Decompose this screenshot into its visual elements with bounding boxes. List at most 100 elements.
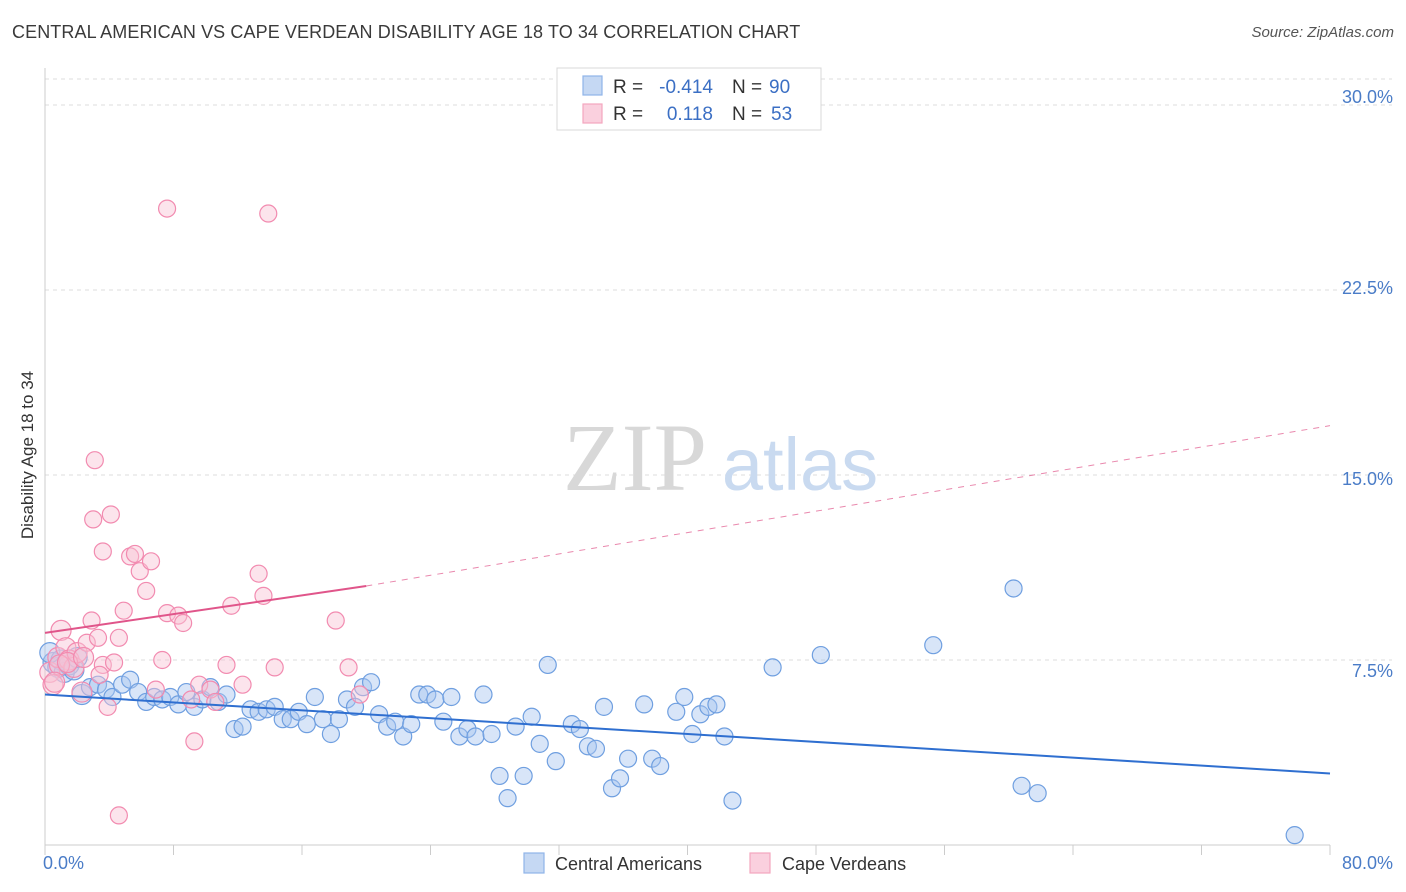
central-americans-point-87 <box>763 658 782 677</box>
central-americans-point-69 <box>570 719 589 739</box>
central-americans-point-49 <box>402 715 421 734</box>
central-americans-point-60 <box>490 766 509 786</box>
central-americans-point-75 <box>618 749 638 768</box>
central-americans-point-67 <box>546 752 565 771</box>
central-americans-point-84 <box>707 695 726 714</box>
central-americans-point-90 <box>1004 579 1023 598</box>
central-americans-point-78 <box>651 756 670 776</box>
cape-verdeans-point-45 <box>72 646 95 669</box>
chart-source: Source: ZipAtlas.com <box>1251 24 1394 41</box>
watermark-atlas: atlas <box>722 423 878 506</box>
cape-verdeans-point-21 <box>141 552 161 571</box>
cape-verdeans-point-40 <box>109 806 128 825</box>
legend-swatch-central-americans <box>582 75 603 96</box>
cape-verdeans-point-44 <box>56 651 79 674</box>
watermark-zip: ZIP <box>563 404 707 511</box>
legend-n-label-2: N = <box>732 104 762 125</box>
legend-n-value-central-americans: 90 <box>769 77 790 98</box>
central-americans-point-61 <box>498 789 517 808</box>
cape-verdeans-point-11 <box>88 628 108 647</box>
central-americans-point-63 <box>514 766 533 786</box>
cape-verdeans-point-42 <box>259 204 278 223</box>
cape-verdeans-point-32 <box>233 675 252 694</box>
trend-line-cape-verdeans <box>44 585 367 634</box>
x-axis-ticks <box>44 845 1331 855</box>
central-americans-point-40 <box>329 710 349 729</box>
cape-verdeans-point-26 <box>185 732 204 751</box>
central-americans-point-66 <box>538 655 557 675</box>
legend-r-label-1: R = <box>613 77 643 98</box>
trend-lines <box>44 425 1331 775</box>
central-americans-point-59 <box>482 724 501 744</box>
series-legend: Central Americans Cape Verdeans <box>523 852 906 874</box>
central-americans-point-12 <box>103 687 122 707</box>
correlation-legend: R = -0.414 N = 90 R = 0.118 N = 53 <box>556 67 822 131</box>
legend-r-value-central-americans: -0.414 <box>659 77 713 98</box>
central-americans-point-92 <box>1028 784 1047 803</box>
gridlines <box>45 78 1392 661</box>
cape-verdeans-point-8 <box>71 681 93 703</box>
cape-verdeans-point-49 <box>326 611 345 630</box>
central-americans-point-44 <box>361 673 381 692</box>
central-americans-point-93 <box>1285 826 1304 845</box>
cape-verdeans-point-14 <box>104 653 124 672</box>
central-americans-point-52 <box>426 690 445 709</box>
y-tick-label-7-5: 7.5% <box>1352 661 1393 681</box>
y-tick-label-30: 30.0% <box>1342 87 1393 107</box>
cape-verdeans-point-15 <box>109 628 128 647</box>
chart-title: CENTRAL AMERICAN VS CAPE VERDEAN DISABIL… <box>12 22 801 42</box>
central-americans-point-39 <box>321 724 341 744</box>
cape-verdeans-point-17 <box>121 547 140 566</box>
central-americans-point-53 <box>434 712 453 731</box>
bottom-legend-swatch-cape-verdeans <box>749 852 771 874</box>
cape-verdeans-point-46 <box>90 665 109 684</box>
series-cape-verdeans <box>39 199 369 825</box>
central-americans-point-71 <box>586 739 606 758</box>
cape-verdeans-point-35 <box>265 658 284 677</box>
cape-verdeans-point-51 <box>350 685 369 704</box>
central-americans-point-89 <box>924 636 943 655</box>
central-americans-point-74 <box>610 769 630 788</box>
central-americans-point-36 <box>297 715 316 734</box>
central-americans-point-80 <box>675 687 694 707</box>
y-tick-label-22-5: 22.5% <box>1342 278 1393 298</box>
trend-line-central-americans <box>44 693 1331 775</box>
x-tick-label-min: 0.0% <box>43 853 84 873</box>
cape-verdeans-point-48 <box>182 690 201 709</box>
legend-swatch-cape-verdeans <box>582 103 603 124</box>
bottom-legend-label-cape-verdeans: Cape Verdeans <box>782 854 906 874</box>
x-tick-label-max: 80.0% <box>1342 853 1393 873</box>
central-americans-point-86 <box>723 791 742 810</box>
legend-n-label-1: N = <box>732 77 762 98</box>
legend-n-value-cape-verdeans: 53 <box>771 104 792 125</box>
central-americans-point-64 <box>522 707 541 726</box>
y-tick-label-15: 15.0% <box>1342 469 1393 489</box>
central-americans-point-65 <box>530 734 549 753</box>
cape-verdeans-point-50 <box>339 658 358 677</box>
bottom-legend-swatch-central-americans <box>523 852 545 874</box>
central-americans-point-37 <box>305 687 324 707</box>
cape-verdeans-point-22 <box>153 650 172 670</box>
cape-verdeans-point-27 <box>190 675 209 694</box>
cape-verdeans-point-12 <box>93 655 112 675</box>
central-americans-point-57 <box>466 727 485 746</box>
central-americans-point-88 <box>811 645 830 665</box>
cape-verdeans-point-39 <box>101 505 120 524</box>
cape-verdeans-point-30 <box>217 655 236 675</box>
cape-verdeans-point-38 <box>93 542 112 561</box>
cape-verdeans-point-33 <box>249 564 268 583</box>
cape-verdeans-point-36 <box>85 451 104 470</box>
central-americans-point-58 <box>474 685 493 704</box>
central-americans-point-91 <box>1012 776 1031 795</box>
central-americans-point-72 <box>594 697 614 716</box>
series-central-americans <box>39 579 1304 845</box>
central-americans-point-28 <box>233 717 252 736</box>
central-americans-point-62 <box>506 717 525 736</box>
cape-verdeans-point-16 <box>114 601 133 620</box>
cape-verdeans-point-47 <box>146 680 165 699</box>
legend-r-value-cape-verdeans: 0.118 <box>667 104 713 125</box>
cape-verdeans-point-13 <box>98 697 117 716</box>
cape-verdeans-point-52 <box>44 671 66 693</box>
central-americans-point-79 <box>667 702 686 721</box>
